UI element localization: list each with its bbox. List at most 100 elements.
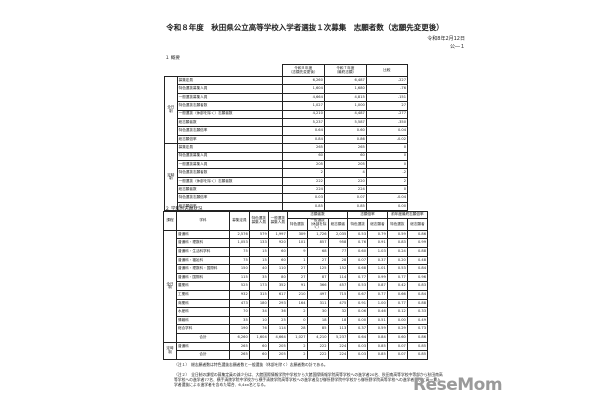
table-cell: 普通科・福祉科 (176, 255, 230, 266)
table-cell: 0 (365, 151, 409, 161)
table-cell: 315 (248, 289, 269, 300)
table-cell: 0.29 (386, 324, 408, 334)
note-1: （注１） 総志願者数は特色選抜志願者数と一般選抜（休部を除く）志願者数の計である… (174, 362, 328, 367)
table-row: 普通科・国際科 115 35 80 27 87 114 0.77 0.99 0.77 0.96 (164, 272, 429, 283)
table-cell: 0.87 (367, 281, 388, 291)
table-cell: 総志願者数 (176, 185, 283, 195)
table-row: 総志願者数 5,237 5,587 -350 (165, 117, 409, 128)
table-cell: 75 (229, 246, 250, 257)
table-cell: 60 (248, 341, 269, 352)
table-cell: 60 (267, 246, 288, 257)
table-cell: 一般選抜（休部を除く）志願者数 (176, 176, 283, 187)
table-cell (164, 64, 283, 77)
table-cell: -2 (365, 168, 409, 178)
table-cell: 0.46 (367, 307, 388, 317)
table-row: 特色選抜志願者数 2 4 -2 (165, 168, 409, 178)
table-cell: 2 (286, 307, 308, 317)
table-cell: 総合学科 (176, 324, 230, 334)
table-cell: 0.79 (367, 229, 388, 240)
table-cell: 9 (286, 246, 308, 257)
table-cell: 114 (267, 324, 288, 334)
table-cell: 293 (267, 298, 288, 309)
table-cell: 1,604 (248, 332, 269, 343)
table-row: 水産科 70 34 36 2 30 32 0.06 0.46 0.12 0.33 (164, 307, 429, 317)
table-cell: 商業科 (176, 298, 230, 309)
table-cell: 0.83 (406, 281, 429, 291)
table-cell: 1.03 (367, 246, 388, 257)
table-cell: 920 (267, 238, 288, 248)
table-row: 総合学科 190 76 114 28 85 113 0.37 0.59 0.29 0.73 (164, 324, 429, 334)
table-cell: 28 (286, 324, 308, 334)
table-cell: 特色選抜志願倍率 (176, 193, 283, 203)
table-cell: 473 (229, 298, 250, 309)
table-cell: 0.84 (367, 332, 388, 343)
page-title: 令和８年度 秋田県公立高等学校入学者選抜１次募集 志願者数（志願先変更後） (166, 23, 444, 32)
table-cell: 合計 (176, 332, 230, 343)
page-number: 公―１ (449, 44, 465, 50)
table-cell: 265 (229, 350, 250, 360)
table-row: 一般選抜（休部を除く）志願者数 222 220 2 (165, 176, 409, 187)
table-cell: 10 (248, 315, 269, 326)
table-cell: 68 (306, 246, 329, 257)
table-cell: 0.07 (347, 255, 368, 266)
table-cell: 366 (306, 281, 329, 291)
table-cell: 1,027 (286, 332, 308, 343)
table-cell: 0.91 (347, 298, 368, 309)
table-cell: 457 (327, 281, 349, 291)
table-cell: 224 (327, 350, 349, 360)
table-cell: 27 (286, 264, 308, 274)
table-cell: 309 (286, 229, 308, 240)
table-cell: 0.84 (406, 289, 429, 300)
table-cell: 224 (323, 185, 367, 195)
table-cell: 0.03 (281, 193, 325, 203)
table-cell: 農業科 (176, 281, 230, 291)
department-table: 課程 学科 募集定員 特色選抜募集人員 一般選抜募集人員 志願者数 志願倍率 前年度最終志願倍… (163, 211, 429, 360)
table-header-row: 課程 学科 募集定員 特色選抜募集人員 一般選抜募集人員 志願者数 志願倍率 前年度最終志願倍… (163, 211, 429, 231)
table-cell: 4,487 (323, 109, 367, 119)
table-cell: 1 (286, 255, 308, 266)
table-cell: 5,587 (323, 117, 367, 128)
table-cell: 一般選抜募集人員 (267, 211, 288, 231)
table-cell: 比較 (365, 64, 409, 77)
table-cell: 28 (327, 255, 349, 266)
table-cell: 総志願者 (367, 218, 388, 231)
table-cell: 0.84 (406, 264, 429, 274)
table-cell: 0.48 (406, 255, 429, 266)
table-row: 普通科・生活科学科 75 15 60 9 68 77 0.60 1.03 0.24 0.88 (164, 246, 429, 257)
table-cell: 173 (248, 281, 269, 291)
table-total-row: 合計 6,260 1,604 4,664 1,027 4,210 5,237 0.64 0.84… (164, 332, 429, 343)
table-cell: 0.60 (386, 332, 408, 343)
table-row: 一般選抜募集人員 205 205 0 (165, 159, 409, 170)
table-cell: 0.07 (386, 350, 408, 360)
table-cell: 34 (248, 307, 269, 317)
table-cell: 60 (267, 255, 288, 266)
table-cell: 普通科・理数科・国際科 (176, 264, 230, 274)
table-cell: 77 (327, 246, 349, 257)
table-cell: 特色選抜 (286, 218, 308, 231)
table-cell: 311 (306, 298, 329, 309)
table-cell: 35 (248, 272, 269, 283)
table-cell: 総志願者数 (176, 117, 283, 128)
table-cell: 定時制 (164, 143, 178, 212)
table-cell: 0.03 (347, 350, 368, 360)
table-cell: 0.24 (386, 246, 408, 257)
table-row: 一般選抜（休部を除く）志願者数 4,210 4,487 -277 (165, 109, 409, 119)
table-cell: -350 (365, 117, 409, 128)
table-cell: 0.37 (347, 324, 368, 334)
table-cell: 60 (323, 151, 367, 161)
table-cell: 0.20 (386, 255, 408, 266)
table-cell: 210 (286, 289, 308, 300)
table-cell: 150 (229, 264, 250, 274)
table-cell: 114 (327, 272, 349, 283)
table-cell: 115 (229, 272, 250, 283)
table-cell: 特色選抜 (347, 218, 368, 231)
table-row: 情報科 35 10 25 0 18 18 0.00 0.51 0.00 0.49 (164, 315, 429, 326)
table-cell: 0.77 (367, 289, 388, 300)
table-cell: 497 (306, 289, 329, 300)
table-cell: 958 (327, 238, 349, 248)
table-cell: 70 (229, 307, 250, 317)
table-cell: 0.85 (406, 350, 429, 360)
table-cell: 85 (306, 324, 329, 334)
table-cell: 1,053 (229, 238, 250, 248)
table-cell: 5,237 (327, 332, 349, 343)
